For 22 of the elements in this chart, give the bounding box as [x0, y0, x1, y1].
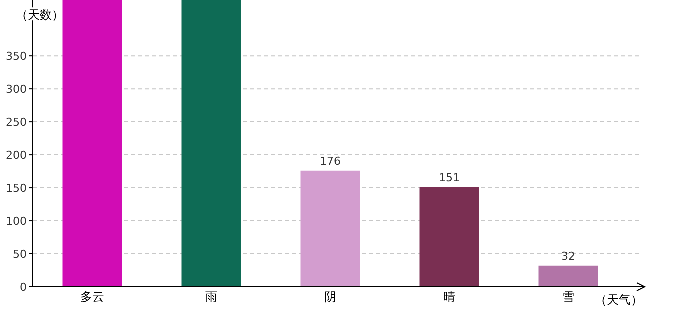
x-tick-label: 多云 [80, 290, 104, 304]
y-tick-label: 150 [6, 182, 27, 195]
data-label: 32 [562, 250, 576, 263]
x-tick-label: 晴 [444, 290, 456, 304]
x-tick-label: 雨 [206, 290, 218, 304]
y-tick-label: 250 [6, 116, 27, 129]
bar [62, 0, 122, 287]
bar [420, 187, 480, 287]
x-tick-label: 雪 [562, 290, 574, 304]
bar [182, 0, 242, 287]
y-tick-label: 0 [20, 280, 27, 294]
x-tick-label: 阴 [324, 290, 336, 304]
data-label: 151 [439, 171, 460, 184]
bar [538, 266, 598, 287]
y-tick-label: 350 [6, 50, 27, 63]
y-tick-label: 50 [13, 248, 27, 261]
y-tick-label: 300 [6, 82, 27, 96]
y-tick-label: 200 [6, 148, 27, 162]
bar [300, 170, 360, 287]
data-label: 176 [320, 154, 341, 168]
x-axis-title: （天气） [595, 293, 643, 307]
y-tick-label: 100 [6, 214, 27, 228]
